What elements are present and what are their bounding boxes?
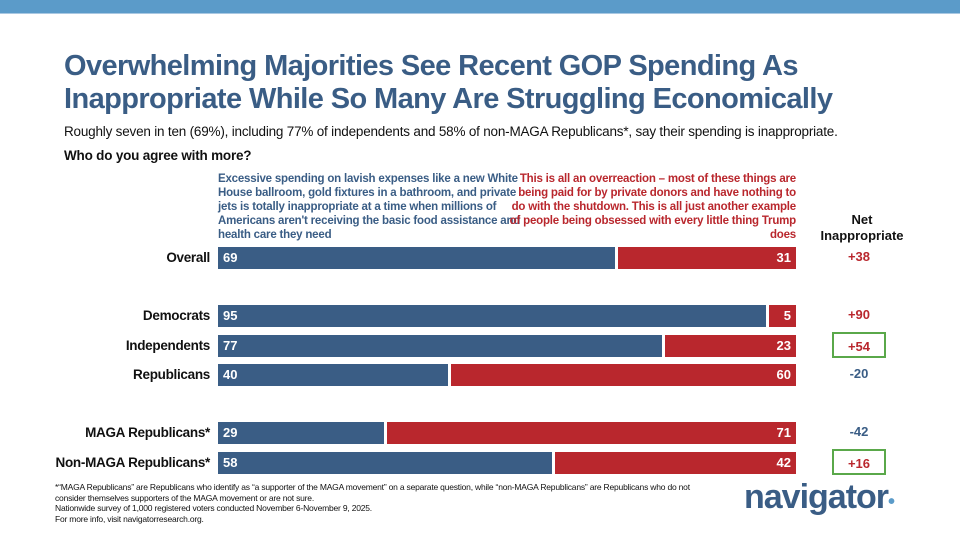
row-label: Non-MAGA Republicans* <box>55 455 211 470</box>
net-header: Net Inappropriate <box>820 212 904 243</box>
chart-row: Non-MAGA Republicans* 58 42 +16 <box>0 449 960 475</box>
footnotes: *“MAGA Republicans” are Republicans who … <box>55 482 715 524</box>
row-label: Overall <box>166 250 210 265</box>
logo-text: navigator <box>744 478 889 516</box>
net-value: +90 <box>847 307 871 322</box>
legend-overreaction: This is all an overreaction – most of th… <box>509 173 797 241</box>
chart-row: Democrats 95 5 +90 <box>0 305 960 327</box>
footnote-maga: *“MAGA Republicans” are Republicans who … <box>55 482 690 503</box>
chart-row: Republicans 40 60 -20 <box>0 364 960 386</box>
chart-row: Overall 69 31 +38 <box>0 247 960 269</box>
bar-inappropriate: 95 <box>218 305 766 327</box>
subtitle: Roughly seven in ten (69%), including 77… <box>64 124 838 139</box>
row-label: Independents <box>125 338 210 353</box>
chart-row: Independents 77 23 +54 <box>0 332 960 358</box>
bar-inappropriate: 69 <box>218 247 616 269</box>
net-value: +16 <box>832 449 886 475</box>
row-label: Republicans <box>133 367 210 382</box>
net-value: +54 <box>832 332 886 358</box>
row-label: Democrats <box>142 308 210 323</box>
bar-inappropriate: 58 <box>218 452 552 474</box>
bar-overreaction: 23 <box>664 335 796 357</box>
bar-overreaction: 60 <box>450 364 796 386</box>
bar-inappropriate: 29 <box>218 422 385 444</box>
footnote-link: For more info, visit navigatorresearch.o… <box>55 513 204 524</box>
bar-overreaction: 31 <box>618 247 796 269</box>
bar-overreaction: 71 <box>387 422 796 444</box>
question: Who do you agree with more? <box>64 148 252 163</box>
bar-inappropriate: 77 <box>218 335 662 357</box>
net-value: -20 <box>849 366 869 381</box>
footnote-survey: Nationwide survey of 1,000 registered vo… <box>55 503 372 513</box>
logo-dot: • <box>888 491 895 513</box>
legend-inappropriate: Excessive spending on lavish expenses li… <box>218 173 521 241</box>
bar-overreaction: 42 <box>554 452 796 474</box>
net-value: +38 <box>847 249 871 264</box>
bar-inappropriate: 40 <box>218 364 448 386</box>
bar-overreaction: 5 <box>768 305 796 327</box>
navigator-logo: navigator• <box>744 478 895 517</box>
page-title: Overwhelming Majorities See Recent GOP S… <box>64 50 833 115</box>
row-label: MAGA Republicans* <box>85 425 210 440</box>
net-value: -42 <box>849 424 869 439</box>
top-bar <box>0 0 960 14</box>
chart-row: MAGA Republicans* 29 71 -42 <box>0 422 960 444</box>
